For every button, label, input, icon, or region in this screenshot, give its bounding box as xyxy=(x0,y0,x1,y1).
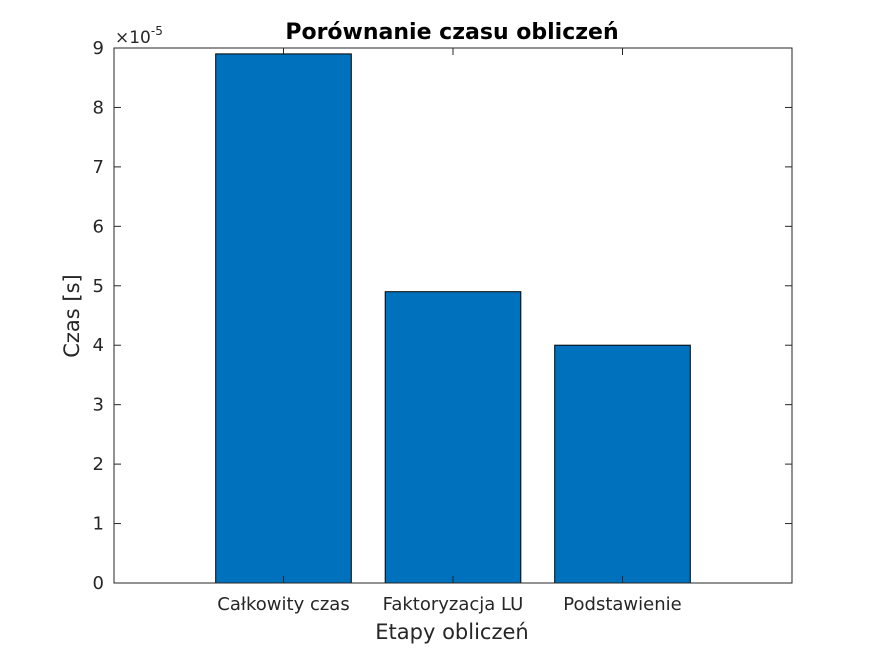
chart-title: Porównanie czasu obliczeń xyxy=(285,20,618,45)
y-tick-label: 9 xyxy=(93,38,104,59)
bar xyxy=(215,53,352,584)
y-tick-label: 2 xyxy=(93,454,104,475)
x-tick-label: Całkowity czas xyxy=(217,594,349,615)
x-tick-label: Podstawienie xyxy=(563,594,681,615)
y-exponent-power: -5 xyxy=(151,24,163,38)
y-tick-label: 3 xyxy=(93,395,104,416)
y-tick-label: 0 xyxy=(93,573,104,594)
y-tick-label: 8 xyxy=(93,97,104,118)
bar xyxy=(384,291,522,584)
y-axis-label: Czas [s] xyxy=(60,274,84,358)
y-tick-label: 4 xyxy=(93,335,104,356)
y-exponent-base: ×10 xyxy=(115,28,151,48)
y-tick-label: 6 xyxy=(93,216,104,237)
y-axis-exponent: ×10-5 xyxy=(115,24,163,48)
bar xyxy=(554,344,691,584)
y-tick-label: 1 xyxy=(93,514,104,535)
y-tick-label: 5 xyxy=(93,276,104,297)
x-axis-label: Etapy obliczeń xyxy=(375,620,528,644)
x-tick-label: Faktoryzacja LU xyxy=(383,594,524,615)
y-tick-label: 7 xyxy=(93,157,104,178)
